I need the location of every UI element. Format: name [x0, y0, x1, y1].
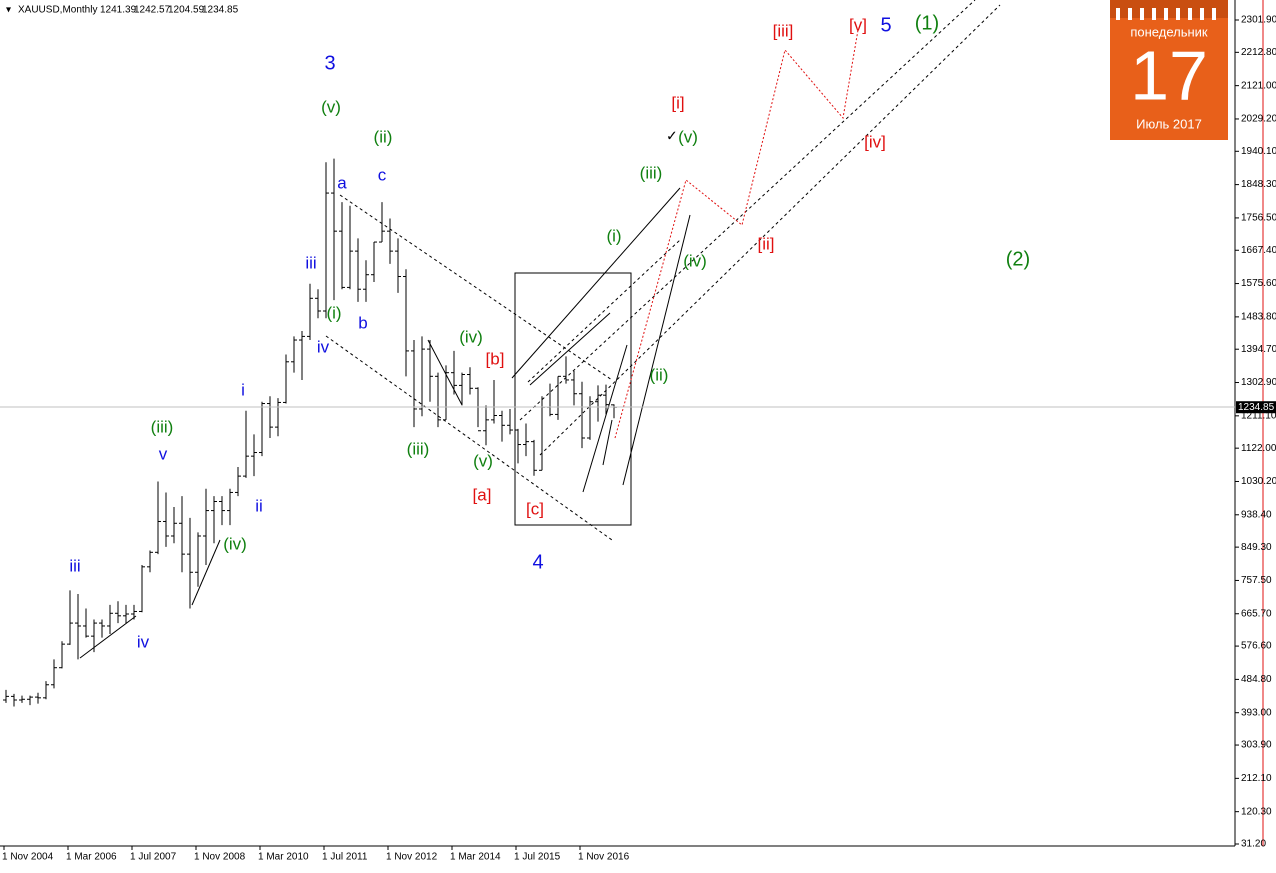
y-tick-label: 1756.50 [1241, 213, 1276, 224]
wave-label: [b] [486, 349, 505, 368]
wave-label: (i) [606, 226, 621, 245]
wave-label: a [337, 173, 347, 192]
x-tick-label: 1 Nov 2008 [194, 852, 246, 863]
x-tick-label: 1 Mar 2006 [66, 852, 117, 863]
y-tick-label: 212.10 [1241, 773, 1272, 784]
wave-label: (iii) [151, 417, 174, 436]
wave-labels: 3 (v) (ii) a c iii (i) b iv (iv) [b] (ii… [69, 12, 1030, 651]
wave-label: (iv) [223, 534, 247, 553]
header-value: 1242.57 [134, 5, 171, 16]
y-tick-label: 1030.20 [1241, 476, 1276, 487]
calendar-top [1110, 0, 1228, 18]
wave-label: [c] [526, 499, 544, 518]
x-tick-label: 1 Jul 2015 [514, 852, 561, 863]
y-tick-label: 1122.00 [1241, 443, 1276, 454]
price-tag-bg [1236, 401, 1276, 414]
y-tick-label: 2301.90 [1241, 15, 1276, 26]
y-tick-label: 484.80 [1241, 674, 1272, 685]
wave-label: iv [317, 337, 330, 356]
calendar-month: Июль 2017 [1136, 116, 1202, 131]
y-tick-label: 393.00 [1241, 707, 1272, 718]
y-tick-label: 303.90 [1241, 740, 1272, 751]
symbol: XAUUSD,Monthly [18, 5, 97, 16]
y-tick-label: 31.20 [1241, 839, 1266, 850]
calendar-weekday: понедельник [1130, 24, 1208, 39]
wave-label: (i) [326, 303, 341, 322]
wave-label: 3 [324, 52, 335, 74]
price-tag: 1234.85 [1238, 402, 1275, 413]
wave-label: [iii] [773, 21, 794, 40]
wave-label: [i] [671, 93, 684, 112]
x-tick-label: 1 Mar 2014 [450, 852, 501, 863]
y-tick-label: 757.50 [1241, 575, 1272, 586]
wave-label: [iv] [864, 132, 886, 151]
x-tick-label: 1 Jul 2011 [322, 852, 368, 863]
header-arrow: ▾ [6, 5, 11, 16]
y-tick-label: 576.60 [1241, 641, 1272, 652]
wave-label: [v] [849, 15, 867, 34]
x-tick-label: 1 Nov 2012 [386, 852, 438, 863]
y-tick-label: 938.40 [1241, 509, 1272, 520]
y-tick-label: 1940.10 [1241, 146, 1276, 157]
header-value: 1241.39 [100, 5, 137, 16]
y-tick-label: 1394.70 [1241, 344, 1276, 355]
y-tick-label: 849.30 [1241, 542, 1272, 553]
calendar-day: 17 [1130, 36, 1208, 114]
y-tick-label: 1211.10 [1241, 410, 1276, 421]
wave-label: 5 [880, 14, 891, 36]
wave-label: (v) [678, 127, 698, 146]
x-tick-label: 1 Nov 2004 [2, 852, 54, 863]
x-tick-label: 1 Jul 2007 [130, 852, 177, 863]
x-tick-label: 1 Mar 2010 [258, 852, 309, 863]
drawings [79, 0, 1001, 659]
header-value: 1204.59 [168, 5, 205, 16]
y-tick-label: 1575.60 [1241, 278, 1276, 289]
y-tick-label: 1483.80 [1241, 312, 1276, 323]
wave-label: iv [137, 632, 150, 651]
wave-label: iii [69, 556, 80, 575]
wave-label: [a] [473, 485, 492, 504]
header-value: 1234.85 [202, 5, 239, 16]
y-tick-label: 2121.00 [1241, 80, 1276, 91]
wave-label: ii [255, 496, 263, 515]
wave-label: (v) [321, 97, 341, 116]
wave-label: (ii) [650, 365, 669, 384]
wave-label: (1) [915, 12, 939, 34]
y-tick-label: 2029.20 [1241, 114, 1276, 125]
y-tick-label: 1848.30 [1241, 179, 1276, 190]
calendar-rings [1116, 8, 1216, 20]
wave-label: b [358, 313, 367, 332]
wave-label: [ii] [758, 234, 775, 253]
wave-label: (iii) [407, 439, 430, 458]
wave-label: (iii) [640, 163, 663, 182]
wave-label: (iv) [683, 251, 707, 270]
y-tick-label: 2212.80 [1241, 47, 1276, 58]
wave-label: iii [305, 253, 316, 272]
calendar-widget: понедельник 17 Июль 2017 [1110, 0, 1228, 140]
y-tick-label: 665.70 [1241, 608, 1272, 619]
check-mark: ✓ [666, 128, 678, 144]
wave-label: (v) [473, 451, 493, 470]
y-tick-label: 1667.40 [1241, 245, 1276, 256]
wave-label: (ii) [374, 127, 393, 146]
wave-label: v [159, 444, 168, 463]
wave-label: c [378, 165, 387, 184]
calendar-bg [1110, 0, 1228, 140]
wave-label: 4 [532, 551, 543, 573]
plot [3, 158, 617, 707]
y-tick-label: 120.30 [1241, 806, 1272, 817]
y-tick-label: 1302.90 [1241, 377, 1276, 388]
wave-label: (2) [1006, 248, 1030, 270]
x-tick-label: 1 Nov 2016 [578, 852, 630, 863]
wave-label: (iv) [459, 327, 483, 346]
wave-label: i [241, 380, 245, 399]
